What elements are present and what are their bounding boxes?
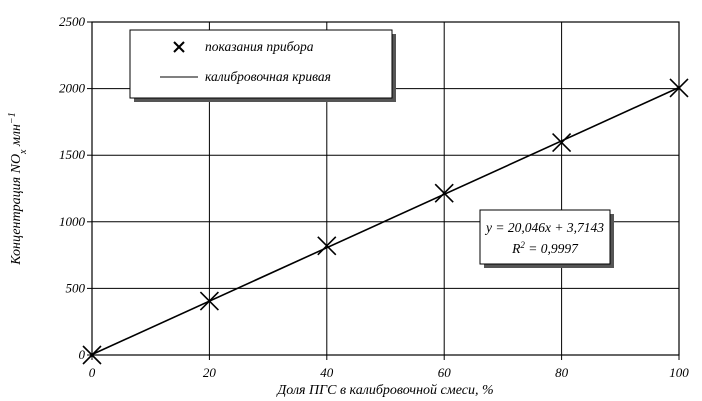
x-tick-label: 60 — [438, 365, 452, 380]
y-tick-label: 2500 — [59, 14, 86, 29]
r-squared-r: R — [511, 241, 521, 256]
y-tick-labels: 0 500 1000 1500 2000 2500 — [59, 14, 92, 362]
y-axis-label: Концентрация NOx млн−1 — [7, 112, 29, 265]
x-tick-label: 20 — [203, 365, 217, 380]
x-tick-labels: 0 20 40 60 80 100 — [89, 355, 689, 380]
x-tick-label: 0 — [89, 365, 96, 380]
plot-area — [91, 21, 680, 356]
axes — [91, 21, 680, 356]
data-point-marker — [669, 78, 689, 98]
legend-box — [129, 29, 393, 99]
r-squared-value: = 0,9997 — [525, 241, 579, 256]
data-point-marker — [434, 183, 454, 203]
r-squared-label: R2 = 0,9997 — [511, 240, 579, 256]
plot-series — [82, 78, 689, 365]
x-tick-label: 40 — [320, 365, 334, 380]
data-point-marker — [552, 132, 572, 153]
legend-label-measurements: показания прибора — [205, 39, 314, 54]
regression-annotation: y = 20,046x + 3,7143 R2 = 0,9997 — [479, 209, 614, 268]
data-point-marker — [199, 291, 219, 311]
regression-equation: y = 20,046x + 3,7143 — [484, 220, 604, 235]
y-tick-label: 1000 — [59, 214, 86, 229]
y-tick-label: 500 — [66, 280, 86, 295]
annotation-box — [479, 209, 611, 265]
y-axis-label-main: Концентрация NO — [9, 154, 24, 266]
x-axis-label: Доля ПГС в калибровочной смеси, % — [275, 383, 493, 398]
legend: показания прибора калибровочная кривая — [129, 29, 396, 102]
calibration-curve-line — [91, 86, 680, 356]
data-point-marker — [82, 345, 102, 365]
y-tick-label: 0 — [79, 347, 86, 362]
r-squared-sup: 2 — [520, 240, 525, 250]
data-point-marker — [317, 236, 337, 256]
y-axis-label-subscript: x — [18, 149, 29, 155]
x-tick-label: 100 — [669, 365, 689, 380]
legend-marker-x-icon — [173, 41, 185, 53]
y-tick-label: 1500 — [59, 147, 86, 162]
x-tick-label: 80 — [555, 365, 569, 380]
y-axis-label-unit: млн — [9, 124, 24, 150]
legend-label-calibration-curve: калибровочная кривая — [205, 69, 331, 84]
y-axis-label-superscript: −1 — [7, 112, 18, 124]
y-tick-label: 2000 — [59, 81, 86, 96]
